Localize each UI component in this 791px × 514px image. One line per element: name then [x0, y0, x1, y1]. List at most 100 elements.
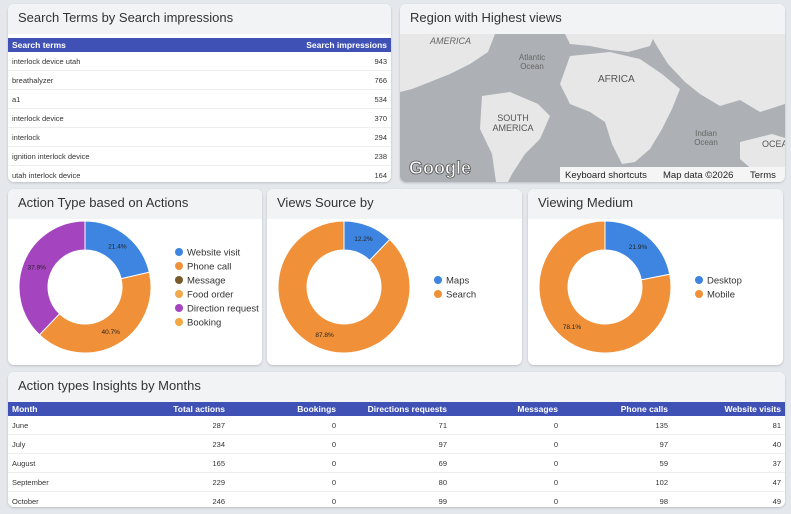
map-panel: Region with Highest views AMERICA Atlant…	[400, 4, 785, 182]
table-cell: interlock	[8, 127, 200, 147]
table-cell: 287	[118, 416, 229, 435]
map-label: OCEA	[762, 139, 785, 149]
table-cell: 97	[562, 434, 672, 454]
table-cell: ignition interlock device	[8, 146, 200, 166]
donut-chart: 21.9% 78.1% Desktop Mobile	[538, 220, 742, 354]
table-cell: interlock device	[8, 108, 200, 128]
legend-label: Maps	[446, 276, 469, 287]
legend-marker	[175, 248, 183, 256]
legend-label: Desktop	[707, 276, 742, 287]
table-cell: interlock device utah	[8, 52, 200, 71]
panel-title: Action types Insights by Months	[8, 372, 785, 402]
table-cell: 37	[672, 453, 785, 473]
monthly-table: Month Total actions Bookings Directions req…	[8, 402, 785, 507]
table-cell: breathalyzer	[8, 70, 200, 90]
table-row: a1 534	[8, 89, 391, 109]
table-cell: 59	[562, 453, 672, 473]
table-row: July 234 0 97 0 97 40	[8, 434, 785, 454]
map-label: SOUTH	[497, 113, 529, 123]
map-control[interactable]: Keyboard shortcuts	[565, 170, 647, 181]
table-cell: 766	[199, 70, 391, 90]
table-cell: 40	[672, 434, 785, 454]
header-row: Month Total actions Bookings Directions req…	[8, 402, 785, 416]
data-label: 40.7%	[102, 329, 121, 336]
panel-title: Viewing Medium	[528, 189, 783, 219]
table-row: June 287 0 71 0 135 81	[8, 416, 785, 435]
legend-label: Phone call	[187, 262, 231, 273]
legend-marker	[175, 304, 183, 312]
column-header: Directions requests	[340, 402, 451, 416]
legend-label: Search	[446, 290, 476, 301]
data-label: 21.9%	[629, 244, 648, 251]
chart-panel: Views Source by 12.2% 87.8% Maps Search	[267, 189, 522, 365]
legend-label: Website visit	[187, 248, 241, 259]
table-cell: 49	[672, 491, 785, 507]
table-cell: 102	[562, 472, 672, 492]
legend-label: Direction request	[187, 304, 259, 315]
data-label: 21.4%	[108, 243, 127, 250]
legend-marker	[175, 276, 183, 284]
table-row: ignition interlock device 238	[8, 146, 391, 166]
panel-title: Action Type based on Actions	[8, 189, 262, 219]
donut-segment	[277, 220, 411, 354]
legend-marker	[175, 262, 183, 270]
data-label: 87.8%	[315, 332, 334, 339]
table-cell: 165	[118, 453, 229, 473]
panel-title: Region with Highest views	[400, 4, 785, 34]
map: AMERICA Atlantic Ocean AFRICA SOUTH AMER…	[400, 34, 785, 182]
table-row: breathalyzer 766	[8, 70, 391, 90]
table-cell: 534	[199, 89, 391, 109]
table-cell: 80	[340, 472, 451, 492]
legend-marker	[695, 290, 703, 298]
map-label: AMERICA	[492, 123, 533, 133]
land	[740, 134, 785, 174]
table-cell: 98	[562, 491, 672, 507]
monthly-panel: Action types Insights by Months Month Tot…	[8, 372, 785, 507]
legend-marker	[434, 290, 442, 298]
chart-panel: Viewing Medium 21.9% 78.1% Desktop Mobile	[528, 189, 783, 365]
table-cell: 0	[451, 434, 562, 454]
legend-marker	[175, 290, 183, 298]
table-cell: 81	[672, 416, 785, 435]
table-cell: September	[8, 472, 118, 492]
table-cell: 0	[229, 416, 340, 435]
land	[565, 34, 655, 52]
panel-title: Views Source by	[267, 189, 522, 219]
donut-segment	[18, 220, 86, 336]
column-header: Total actions	[118, 402, 229, 416]
table-cell: 238	[199, 146, 391, 166]
table-cell: 229	[118, 472, 229, 492]
table-cell: 0	[229, 472, 340, 492]
legend-label: Mobile	[707, 290, 735, 301]
table-row: interlock device utah 943	[8, 52, 391, 71]
data-label: 78.1%	[563, 324, 582, 331]
table-cell: July	[8, 434, 118, 454]
map-label: AFRICA	[598, 74, 635, 85]
legend-marker	[695, 276, 703, 284]
chart-panel: Action Type based on Actions 21.4% 40.7% 3…	[8, 189, 262, 365]
column-header: Website visits	[672, 402, 785, 416]
table-row: September 229 0 80 0 102 47	[8, 472, 785, 492]
legend-label: Message	[187, 276, 226, 287]
table-row: October 246 0 99 0 98 49	[8, 491, 785, 507]
map-label: Ocean	[694, 138, 718, 147]
map-logo: Google	[409, 158, 471, 178]
table-cell: 0	[229, 453, 340, 473]
table-cell: 0	[451, 416, 562, 435]
map-label: Ocean	[520, 62, 544, 71]
donut-segment	[538, 220, 672, 354]
land	[400, 34, 495, 92]
column-header: Search terms	[8, 38, 200, 52]
column-header: Phone calls	[562, 402, 672, 416]
donut-chart: 21.4% 40.7% 37.9% Website visit Phone call Me…	[18, 220, 259, 354]
land	[650, 34, 785, 112]
legend-label: Food order	[187, 290, 233, 301]
map-control[interactable]: Terms	[750, 170, 776, 181]
table-cell: 943	[199, 52, 391, 71]
table-cell: August	[8, 453, 118, 473]
table-cell: 71	[340, 416, 451, 435]
table-cell: 97	[340, 434, 451, 454]
table-cell: October	[8, 491, 118, 507]
table-cell: June	[8, 416, 118, 435]
data-label: 12.2%	[354, 236, 373, 243]
